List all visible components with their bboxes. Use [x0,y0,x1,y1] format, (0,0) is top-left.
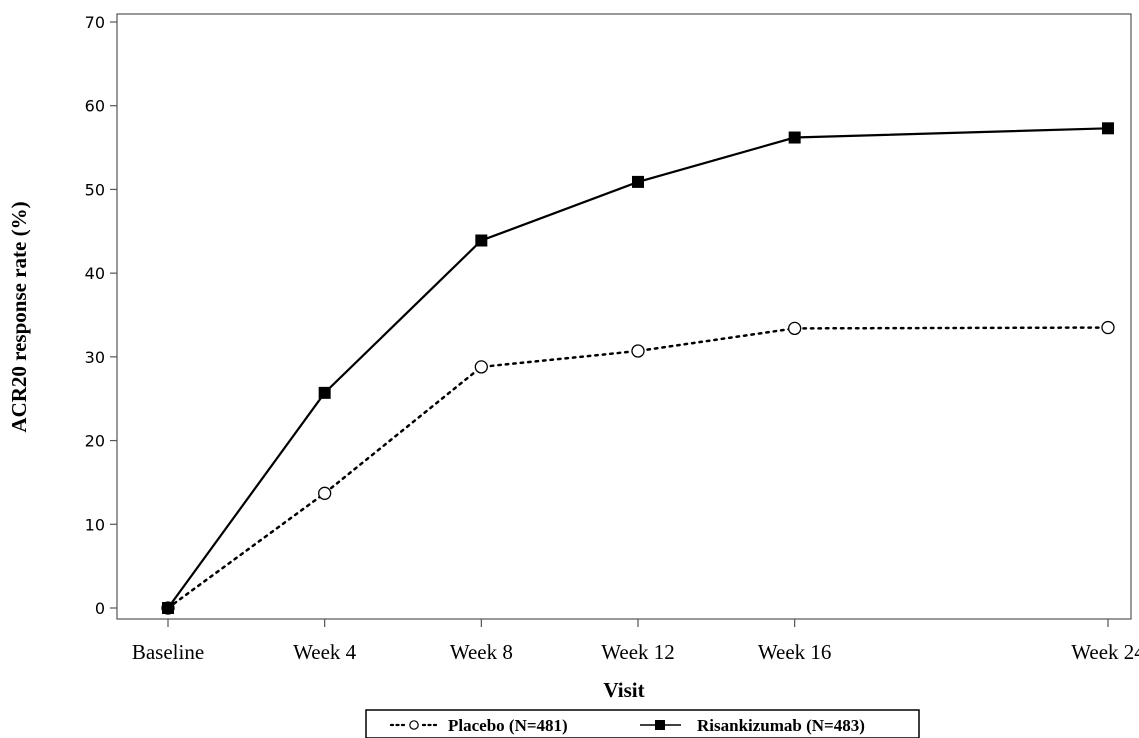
data-point-risankizumab [788,131,801,144]
y-axis: 0 10 20 30 40 50 60 70 [85,13,117,618]
x-axis: Baseline Week 4 Week 8 Week 12 Week 16 Week 2… [132,619,1139,664]
y-axis-title: ACR20 response rate (%) [7,201,31,432]
x-tick-label: Week 4 [293,640,357,664]
legend-label-placebo: Placebo (N=481) [448,716,568,735]
data-point-risankizumab [1102,122,1114,135]
x-tick-label: Week 16 [758,640,832,664]
y-tick-label: 20 [85,432,105,451]
legend-marker-placebo [409,720,419,730]
series-layer [161,122,1115,615]
data-point-placebo [318,486,332,500]
series-line-risankizumab [167,127,1109,609]
legend-box [365,709,920,738]
series-line-placebo [166,326,1110,610]
x-axis-title: Visit [603,678,644,702]
legend-marker-risankizumab [655,720,665,730]
x-tick-label: Week 12 [601,640,675,664]
y-tick-label: 50 [85,180,105,199]
data-point-risankizumab [632,175,644,188]
y-tick-label: 40 [85,264,105,283]
legend-label-risankizumab: Risankizumab (N=483) [697,716,865,735]
x-tick-label: Baseline [132,640,204,664]
x-tick-label: Week 24 [1071,640,1139,664]
y-tick-label: 0 [95,599,105,618]
data-point-risankizumab [475,234,488,247]
legend-items: Placebo (N=481) Risankizumab (N=483) [389,716,865,735]
legend: Placebo (N=481) Risankizumab (N=483) [365,709,920,738]
y-tick-label: 70 [85,13,105,32]
plot-frame [116,13,1132,620]
data-point-risankizumab [162,602,174,614]
data-point-placebo [474,360,488,374]
data-point-placebo [1101,320,1115,335]
data-point-placebo [788,321,802,336]
data-point-placebo [631,344,645,358]
y-tick-label: 10 [85,515,105,534]
y-tick-label: 30 [85,348,105,367]
data-point-risankizumab [318,386,331,399]
y-tick-label: 60 [85,97,105,116]
x-tick-label: Week 8 [450,640,513,664]
